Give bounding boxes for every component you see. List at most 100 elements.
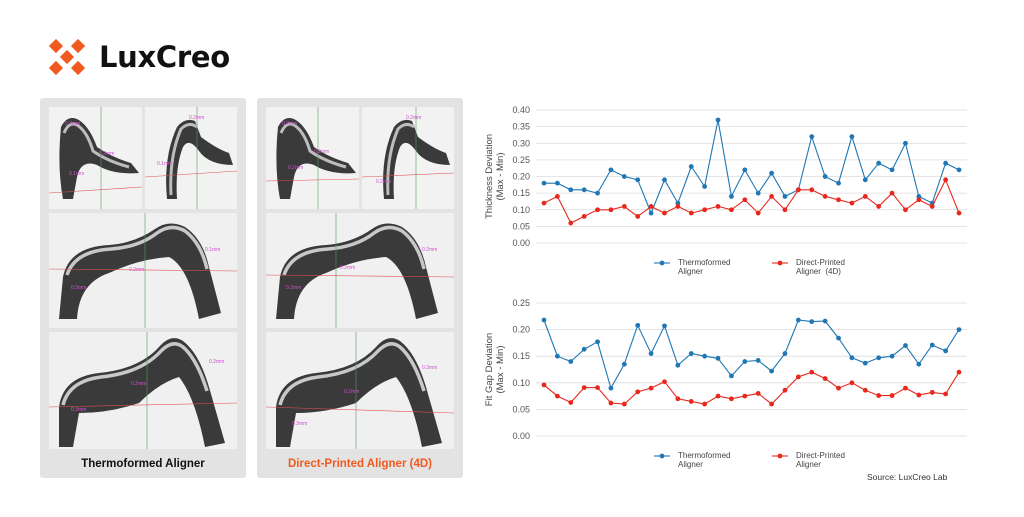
thermoformed-scan-images: 0.3mm 0.2mm 0.1mm 0.2mm 0.1mm 0.3mm 0.2m… bbox=[49, 107, 237, 449]
data-point bbox=[595, 339, 600, 345]
data-point bbox=[662, 323, 667, 329]
data-point bbox=[608, 400, 614, 406]
scan-label: 0.1mm bbox=[69, 171, 84, 177]
y-tick-label: 0.00 bbox=[512, 431, 530, 441]
data-point bbox=[715, 355, 721, 361]
y-tick-label: 0.25 bbox=[512, 155, 530, 165]
data-point bbox=[702, 401, 708, 407]
scan-label: 0.3mm bbox=[71, 407, 86, 413]
data-point bbox=[648, 385, 654, 391]
data-point bbox=[702, 207, 708, 213]
data-point bbox=[903, 343, 908, 348]
data-point bbox=[862, 194, 868, 199]
x-mark-icon bbox=[49, 39, 85, 75]
data-point bbox=[581, 346, 587, 352]
data-point bbox=[595, 190, 600, 196]
data-point bbox=[943, 160, 949, 166]
data-point bbox=[608, 207, 614, 213]
brand-name: LuxCreo bbox=[99, 40, 230, 74]
data-point bbox=[554, 180, 560, 186]
data-point bbox=[554, 393, 560, 399]
data-point bbox=[621, 204, 627, 209]
y-tick-label: 0.10 bbox=[512, 378, 530, 388]
data-point bbox=[782, 194, 788, 199]
data-point bbox=[742, 393, 748, 399]
data-point bbox=[688, 164, 694, 169]
data-point bbox=[903, 207, 908, 213]
source-note: Source: LuxCreo Lab bbox=[867, 472, 948, 482]
scan-label: 0.3mm bbox=[292, 421, 307, 427]
scan-label: 0.3mm bbox=[65, 121, 80, 127]
data-point bbox=[541, 317, 547, 323]
data-point bbox=[809, 369, 815, 375]
series-line bbox=[544, 119, 960, 215]
fit-gap-deviation-chart-svg: 0.00 0.05 0.10 0.15 0.20 0.25 Fit Gap Deviatio… bbox=[484, 298, 967, 469]
data-point bbox=[715, 204, 721, 209]
scan-label: 0.2mm bbox=[288, 165, 303, 171]
data-point bbox=[729, 194, 734, 199]
data-point bbox=[541, 200, 547, 206]
data-point bbox=[876, 204, 882, 209]
data-point bbox=[822, 174, 828, 179]
legend-label: Direct-Printed bbox=[796, 258, 845, 267]
data-point bbox=[916, 392, 922, 398]
scan-label: 0.1mm bbox=[157, 161, 172, 167]
data-point bbox=[662, 379, 667, 385]
series-line bbox=[543, 178, 960, 224]
scan-label: 0.2mm bbox=[376, 179, 391, 185]
data-point bbox=[648, 210, 654, 216]
data-point bbox=[755, 190, 761, 196]
data-point bbox=[568, 359, 574, 364]
y-axis-title: (Max - Min) bbox=[495, 345, 506, 393]
scan-label: 0.2mm bbox=[209, 359, 224, 365]
data-point bbox=[836, 385, 841, 391]
data-point bbox=[929, 342, 935, 348]
data-point bbox=[929, 389, 935, 395]
data-point bbox=[688, 399, 694, 404]
y-axis-title: (Max - Min) bbox=[495, 152, 506, 200]
data-point bbox=[554, 353, 560, 359]
y-tick-label: 0.40 bbox=[512, 105, 530, 115]
direct-printed-caption: Direct-Printed Aligner (4D) bbox=[288, 458, 432, 470]
data-point bbox=[729, 207, 734, 213]
data-point bbox=[836, 180, 841, 186]
data-point bbox=[876, 355, 882, 361]
data-point bbox=[755, 210, 761, 216]
data-point bbox=[581, 385, 587, 390]
data-point bbox=[769, 170, 774, 176]
data-point bbox=[729, 396, 734, 402]
data-point bbox=[608, 167, 614, 173]
data-point bbox=[621, 401, 627, 407]
data-point bbox=[809, 187, 815, 193]
data-point bbox=[849, 380, 855, 386]
data-point bbox=[675, 204, 681, 209]
data-point bbox=[769, 368, 774, 374]
legend-label: Aligner (4D) bbox=[796, 267, 841, 276]
data-point bbox=[916, 197, 922, 203]
direct-printed-scan-images: 0.2mm 0.2mm 0.2mm 0.2mm 0.2mm 0.2mm 0.2m… bbox=[266, 107, 454, 449]
legend-marker bbox=[659, 453, 665, 459]
data-point bbox=[862, 360, 868, 366]
data-point bbox=[795, 317, 801, 323]
scan-label: 0.2mm bbox=[99, 151, 114, 157]
data-point bbox=[956, 369, 962, 375]
data-point bbox=[782, 387, 788, 393]
y-tick-label: 0.00 bbox=[512, 238, 530, 248]
y-axis-title: Fit Gap Deviation bbox=[484, 333, 495, 406]
scan-label: 0.2mm bbox=[129, 267, 144, 273]
scan-label: 0.3mm bbox=[422, 365, 437, 371]
thermoformed-scan-panel: 0.3mm 0.2mm 0.1mm 0.2mm 0.1mm 0.3mm 0.2m… bbox=[40, 98, 246, 478]
legend-marker bbox=[777, 453, 783, 459]
data-point bbox=[769, 401, 774, 407]
data-point bbox=[889, 167, 895, 173]
data-point bbox=[568, 400, 574, 405]
scan-label: 0.2mm bbox=[131, 381, 146, 387]
scan-label: 0.2mm bbox=[314, 149, 329, 155]
data-point bbox=[943, 391, 949, 397]
data-point bbox=[635, 389, 641, 395]
direct-printed-scan-panel: 0.2mm 0.2mm 0.2mm 0.2mm 0.2mm 0.2mm 0.2m… bbox=[257, 98, 463, 478]
data-point bbox=[662, 210, 667, 216]
data-point bbox=[742, 197, 748, 203]
data-point bbox=[608, 385, 614, 391]
data-point bbox=[621, 361, 627, 367]
